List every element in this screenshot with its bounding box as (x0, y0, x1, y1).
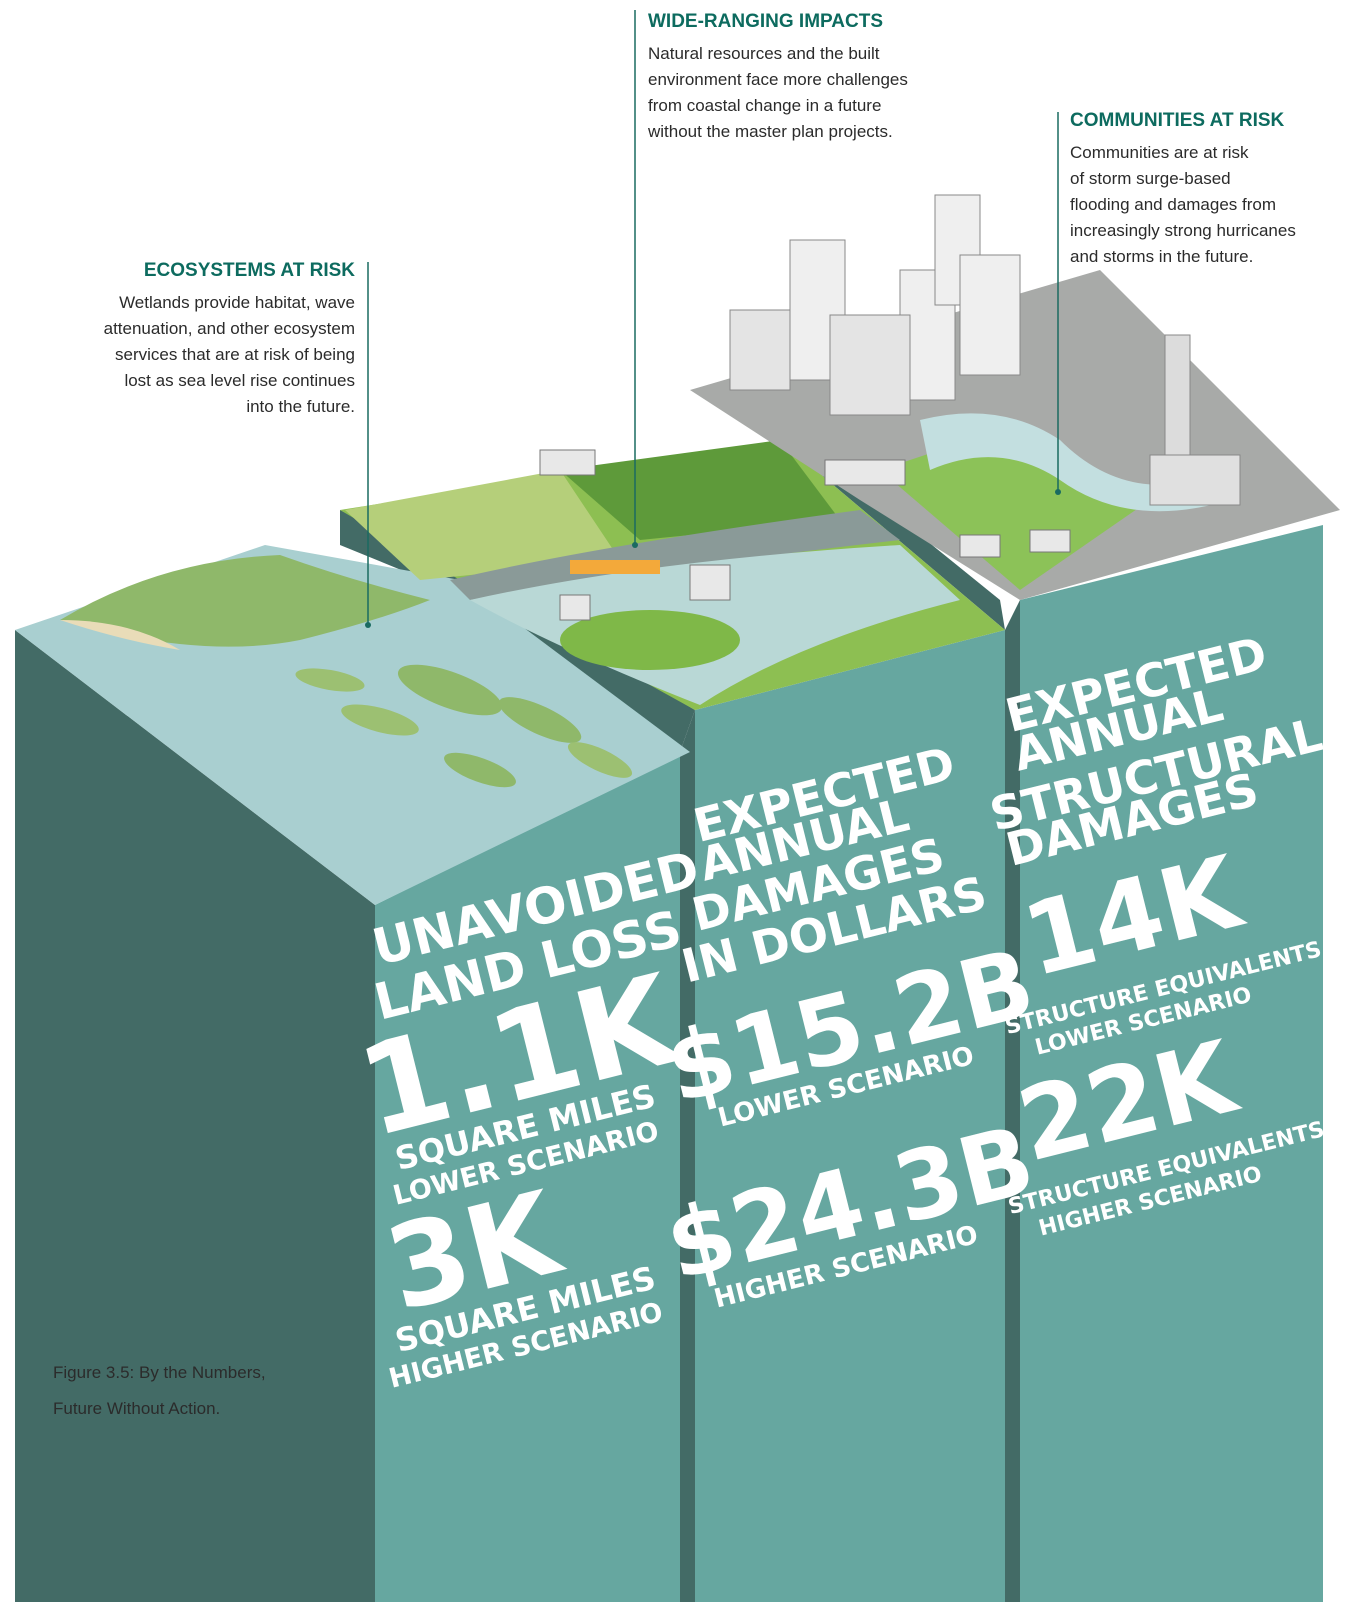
callout-title: ECOSYSTEMS AT RISK (144, 260, 355, 281)
callout-text: of storm surge-based (1070, 169, 1231, 188)
leader-dot (365, 622, 371, 628)
infographic: ECOSYSTEMS AT RISK Wetlands provide habi… (0, 0, 1352, 1602)
callout-text: lost as sea level rise continues (124, 371, 355, 390)
callout-text: flooding and damages from (1070, 195, 1276, 214)
leader-dot (632, 542, 638, 548)
callout-text: environment face more challenges (648, 70, 908, 89)
callout-text: Natural resources and the built (648, 44, 880, 63)
callout-text: from coastal change in a future (648, 96, 881, 115)
callout-text: into the future. (246, 397, 355, 416)
callout-text: Wetlands provide habitat, wave (119, 293, 355, 312)
callout-text: Communities are at risk (1070, 143, 1249, 162)
caption: Future Without Action. (53, 1399, 220, 1418)
callout-text: increasingly strong hurricanes (1070, 221, 1296, 240)
leader-dot (1055, 489, 1061, 495)
callout-title: WIDE-RANGING IMPACTS (648, 11, 883, 32)
callout-title: COMMUNITIES AT RISK (1070, 110, 1285, 131)
callout-text: attenuation, and other ecosystem (104, 319, 355, 338)
callout-text: services that are at risk of being (115, 345, 355, 364)
caption: Figure 3.5: By the Numbers, (53, 1363, 266, 1382)
callout-text: and storms in the future. (1070, 247, 1253, 266)
callout-text: without the master plan projects. (647, 122, 893, 141)
